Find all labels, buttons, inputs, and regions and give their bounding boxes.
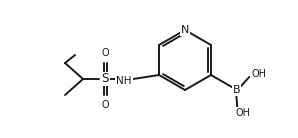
Text: S: S [101,72,109,86]
Text: OH: OH [252,69,267,79]
Text: O: O [101,100,109,110]
Text: NH: NH [116,76,132,86]
Text: OH: OH [236,108,251,118]
Text: N: N [181,25,189,35]
Text: B: B [232,85,240,95]
Text: O: O [101,48,109,58]
